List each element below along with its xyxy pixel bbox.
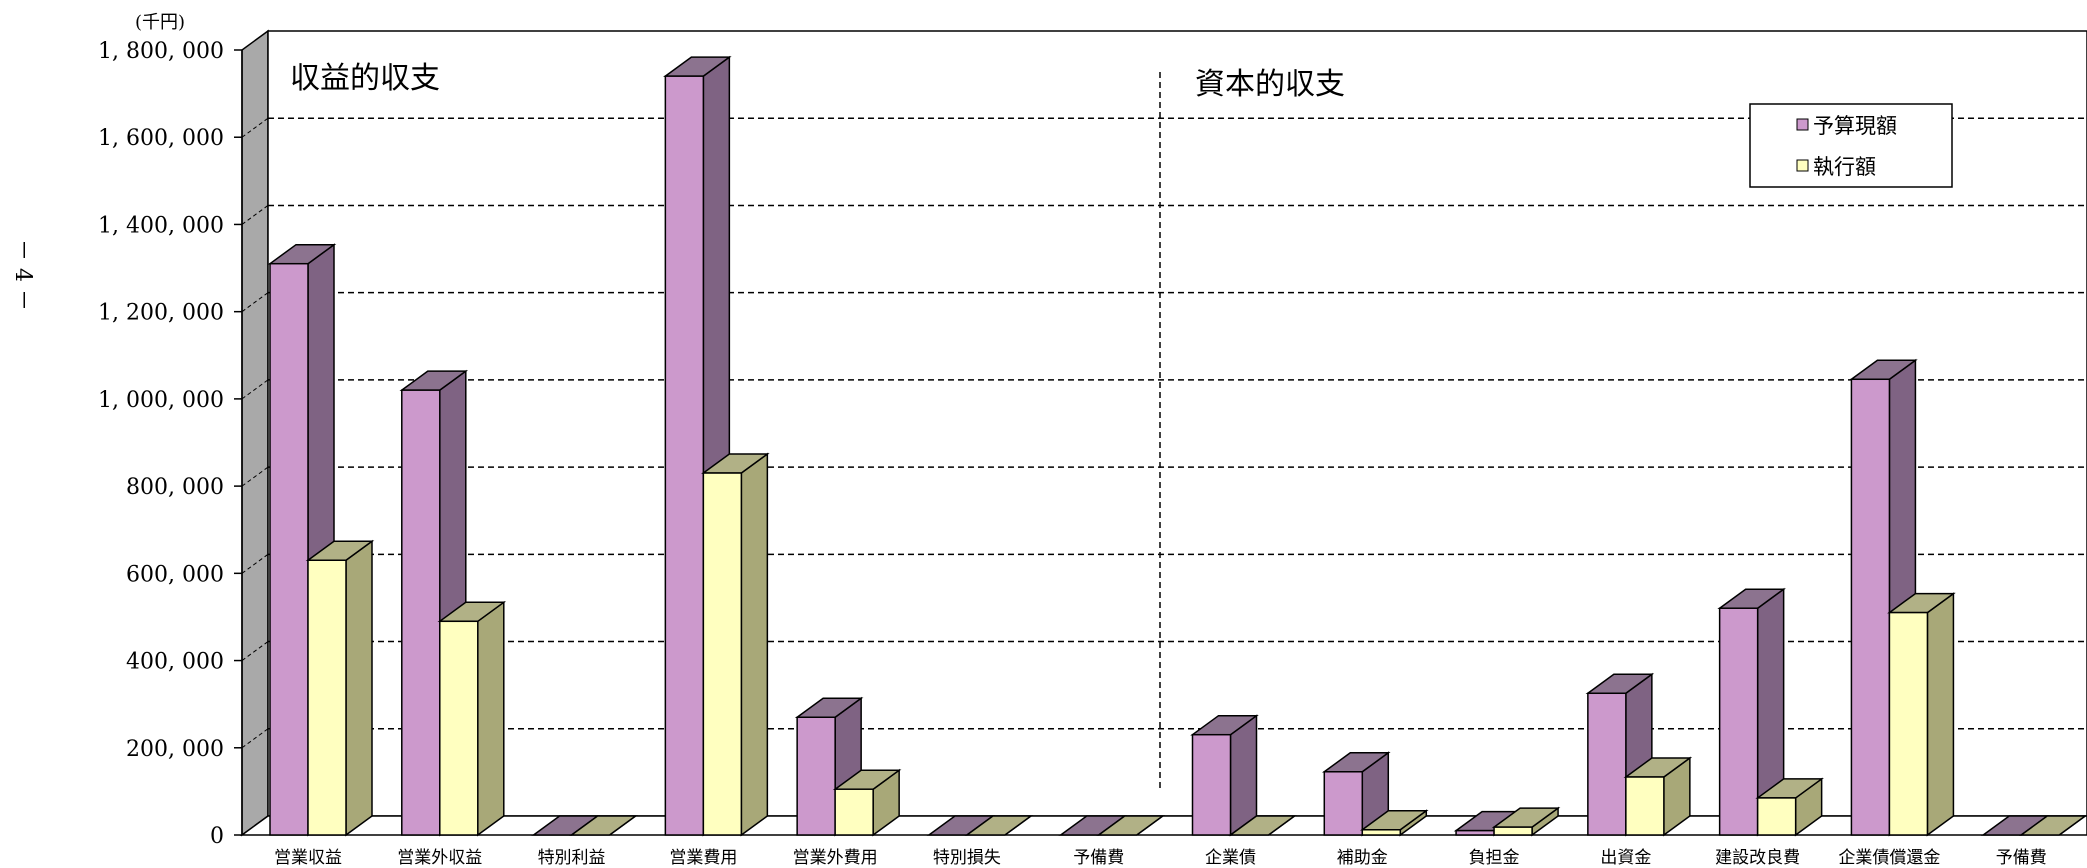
x-tick-label: 出資金 [1600, 848, 1651, 868]
bar-executed-7 [1228, 815, 1297, 836]
gridline-side [241, 205, 269, 225]
bar-budget-7 [1190, 714, 1259, 837]
bar-executed-11 [1755, 777, 1824, 837]
gridline-side [241, 466, 269, 487]
x-tick-label: 予備費 [1996, 848, 2047, 868]
legend-label-2: 執行額 [1813, 155, 1876, 179]
x-tick-label: 特別利益 [538, 848, 606, 868]
x-tick-label: 営業費用 [669, 848, 737, 868]
y-tick-label: 1, 400, 000 [98, 213, 224, 238]
bar-executed-12 [1887, 592, 1956, 837]
y-tick-label: 1, 000, 000 [98, 388, 224, 413]
y-tick-label: 200, 000 [126, 737, 224, 762]
y-axis: 0 200, 000 400, 000 600, 000 800, 000 1, 000,… [98, 12, 243, 849]
page-number: － 4 － [10, 239, 35, 311]
x-tick-label: 企業債 [1205, 848, 1256, 868]
x-tick-label: 特別損失 [933, 848, 1001, 868]
bar-executed-5 [964, 815, 1034, 836]
x-tick-label: 建設改良費 [1715, 848, 1800, 868]
bar-executed-6 [1096, 815, 1166, 836]
legend-swatch-1 [1796, 118, 1809, 131]
bar-executed-10 [1623, 756, 1693, 837]
x-axis-labels: 営業収益 営業外収益 特別利益 営業費用 営業外費用 特別損失 予備費 企業債 補助金 負担金 出資… [274, 848, 2047, 868]
bar-executed-4 [832, 768, 902, 837]
y-tick-label: 1, 600, 000 [98, 126, 224, 151]
x-tick-label: 営業外費用 [793, 848, 878, 868]
bar-executed-13 [2018, 815, 2087, 836]
y-unit-label: (千円) [135, 12, 185, 33]
y-tick-label: 600, 000 [126, 562, 224, 587]
y-tick-label: 400, 000 [126, 650, 224, 675]
gridline-side [241, 553, 269, 574]
y-tick-label: 1, 200, 000 [98, 301, 224, 326]
legend-box [1749, 103, 1953, 188]
left-wall [241, 29, 269, 837]
x-tick-label: 予備費 [1073, 848, 1124, 868]
y-tick-label: 0 [210, 824, 224, 849]
x-tick-label: 企業債償還金 [1838, 848, 1940, 868]
gridline-side [241, 641, 269, 661]
bars [267, 55, 2087, 837]
legend-label-1: 予算現額 [1813, 114, 1897, 138]
section-label-capital: 資本的収支 [1195, 67, 1345, 102]
gridline-side [241, 379, 269, 400]
x-tick-label: 営業収益 [274, 848, 342, 868]
y-tick-label: 1, 800, 000 [98, 39, 224, 64]
bar-executed-3 [701, 452, 770, 837]
bar-executed-1 [437, 600, 507, 837]
bar-executed-9 [1491, 806, 1561, 837]
bar-executed-2 [569, 815, 638, 836]
gridline-side [241, 728, 269, 749]
x-tick-label: 営業外収益 [397, 848, 482, 868]
section-label-revenue: 収益的収支 [290, 61, 440, 96]
gridline-side [241, 117, 269, 138]
bar-budget-1 [399, 369, 469, 837]
bar-executed-8 [1359, 809, 1429, 837]
legend: 予算現額 執行額 [1749, 103, 1953, 188]
x-tick-label: 負担金 [1469, 848, 1520, 868]
y-tick-label: 800, 000 [126, 475, 224, 500]
legend-swatch-2 [1796, 159, 1809, 172]
bar-executed-0 [305, 539, 375, 837]
x-tick-label: 補助金 [1337, 848, 1388, 868]
gridline-side [241, 292, 269, 313]
